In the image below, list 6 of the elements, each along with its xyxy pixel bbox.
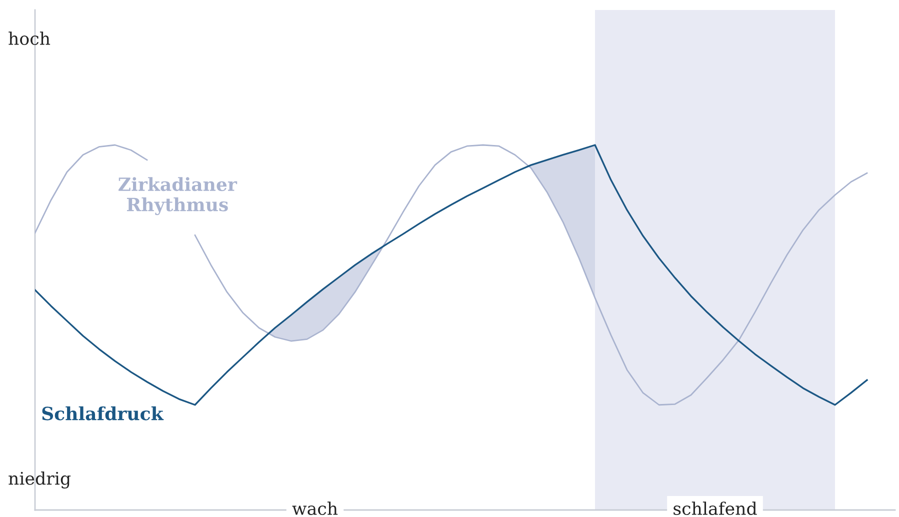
series-label: Schlafdruck [42,406,164,420]
annotation: wach [292,502,338,516]
series-label: Zirkadianer Rhythmus [118,177,238,216]
annotation: niedrig [8,471,71,489]
text: hoch [8,32,50,46]
annotation: schlafend [674,502,757,516]
